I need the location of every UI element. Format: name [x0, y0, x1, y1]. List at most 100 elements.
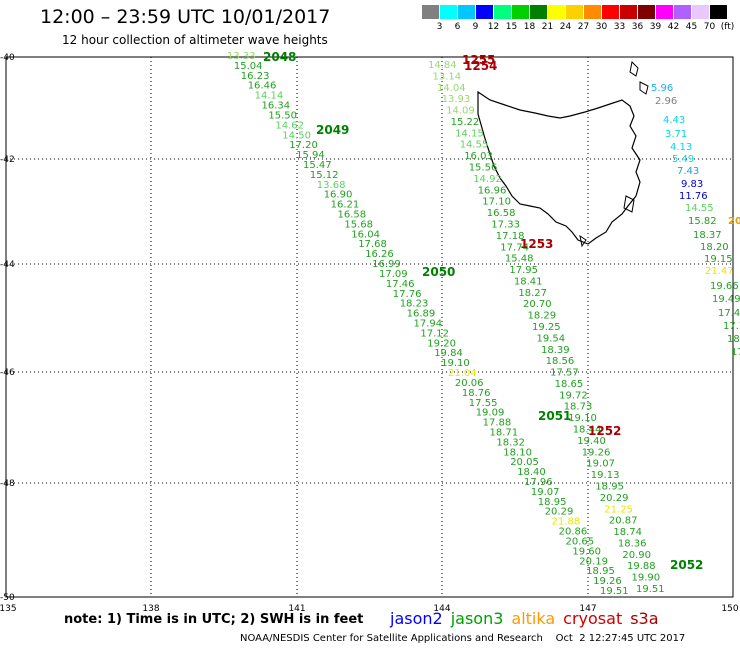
wave-height-value: 11.76 [679, 191, 708, 202]
satellite-name: cryosat [563, 609, 623, 628]
wave-height-value: 19.84 [434, 348, 463, 359]
legend-swatch [440, 5, 457, 19]
legend-swatch [548, 5, 565, 19]
legend-label: 27 [577, 22, 590, 32]
wave-height-value: 18.24 [727, 334, 740, 345]
wave-height-value: 15.22 [451, 117, 480, 128]
wave-height-value: 17.95 [509, 265, 538, 276]
wave-height-value: 17.47 [718, 308, 740, 319]
wave-height-value: 15.12 [310, 170, 339, 181]
wave-height-value: 20.70 [523, 299, 552, 310]
pass-number: 2048 [263, 50, 296, 64]
wave-height-value: 19.49 [712, 294, 740, 305]
wave-height-value: 14.04 [437, 83, 466, 94]
wave-height-value: 18.36 [618, 538, 647, 549]
wave-height-value: 17.96 [524, 477, 553, 488]
island-south [579, 234, 587, 248]
legend-swatch [620, 5, 637, 19]
wave-height-value: 19.26 [582, 447, 611, 458]
legend-label: 33 [613, 22, 626, 32]
legend-label: 45 [685, 22, 698, 32]
pass-number: 2050 [422, 265, 455, 279]
wave-height-value: 4.43 [663, 115, 685, 126]
wave-height-value: 17.12 [420, 328, 449, 339]
wave-height-value: 20.06 [455, 378, 484, 389]
wave-height-value: 14.92 [473, 174, 502, 185]
wave-height-value: 15.04 [234, 61, 263, 72]
wave-height-value: 16.58 [487, 208, 516, 219]
legend-unit: (ft) [720, 22, 735, 32]
wave-height-value: 14.09 [446, 106, 475, 117]
wave-height-value: 21.04 [448, 368, 477, 379]
legend-label: 15 [505, 22, 518, 32]
wave-height-value: 17.55 [469, 398, 498, 409]
tasmania-coastline [477, 90, 641, 245]
pass-number: 2052 [670, 558, 703, 572]
wave-height-value: 20.05 [510, 457, 539, 468]
wave-height-value: 16.58 [338, 210, 367, 221]
wave-height-value: 16.23 [241, 71, 270, 82]
wave-height-value: 18.39 [541, 345, 570, 356]
lat-label: -50 [0, 593, 15, 603]
legend-label: 3 [436, 22, 443, 32]
wave-height-value: 4.13 [670, 142, 692, 153]
pass-number: 1255 [462, 53, 495, 67]
wave-height-value: 18.44 [573, 425, 602, 436]
wave-height-value: 19.40 [577, 436, 606, 447]
lat-label: -42 [0, 155, 15, 165]
legend-label: 36 [631, 22, 644, 32]
lat-labels: -40 -42 -44 -46 -48 -50 [0, 53, 15, 603]
wave-height-value: 16.03 [464, 151, 493, 162]
wave-height-value: 19.72 [559, 390, 588, 401]
lon-label: 141 [288, 604, 305, 614]
wave-height-value: 16.90 [324, 190, 353, 201]
wave-height-value: 16.26 [365, 249, 394, 260]
wave-height-value: 19.26 [593, 576, 622, 587]
lon-label: 147 [579, 604, 596, 614]
wave-height-value: 18.73 [564, 402, 593, 413]
wave-height-value: 18.23 [400, 299, 429, 310]
pass-number: 1253 [520, 237, 553, 251]
wave-height-value: 13.93 [442, 94, 471, 105]
lat-label: -44 [0, 260, 15, 270]
wave-height-value: 16.96 [478, 185, 507, 196]
legend-swatch [602, 5, 619, 19]
wave-height-value: 18.74 [613, 527, 642, 538]
wave-height-value: 18.27 [518, 288, 547, 299]
legend-swatch [674, 5, 691, 19]
wave-height-value: 16.34 [262, 101, 291, 112]
wave-height-value: 18.10 [503, 447, 532, 458]
legend-label: 6 [454, 22, 461, 32]
wave-height-value: 18.37 [693, 230, 722, 241]
wave-height-value: 16.89 [407, 309, 436, 320]
wave-height-value: 17.88 [483, 418, 512, 429]
legend-swatch [494, 5, 511, 19]
legend-label: 30 [595, 22, 608, 32]
wave-height-value: 18.56 [546, 356, 575, 367]
wave-height-value: 19.51 [600, 586, 629, 597]
wave-height-value: 19.09 [476, 408, 505, 419]
wave-height-value: 14.55 [685, 203, 714, 214]
wave-height-value: 16.46 [248, 81, 277, 92]
wave-height-value: 18.95 [538, 497, 567, 508]
legend-swatch [656, 5, 673, 19]
legend-swatch [458, 5, 475, 19]
legend-swatch [692, 5, 709, 19]
wave-height-value: 20.86 [559, 527, 588, 538]
legend-swatch [584, 5, 601, 19]
wave-height-value: 15.94 [296, 150, 325, 161]
wave-height-value: 19.25 [532, 322, 561, 333]
wave-height-value: 17.57 [550, 368, 579, 379]
wave-height-value: 18.65 [555, 379, 584, 390]
legend-label: 12 [487, 22, 500, 32]
lon-labels: 135 138 141 144 147 150 [0, 604, 739, 614]
wave-height-value: 15.82 [688, 216, 717, 227]
wave-height-value: 21.25 [604, 504, 633, 515]
satellite-name: jason2 [390, 609, 443, 628]
lon-label: 144 [433, 604, 450, 614]
wave-height-value: 14.55 [460, 140, 489, 151]
wave-height-value: 3.71 [665, 129, 687, 140]
map-frame [5, 56, 734, 598]
wave-height-value: 17.94 [414, 319, 443, 330]
